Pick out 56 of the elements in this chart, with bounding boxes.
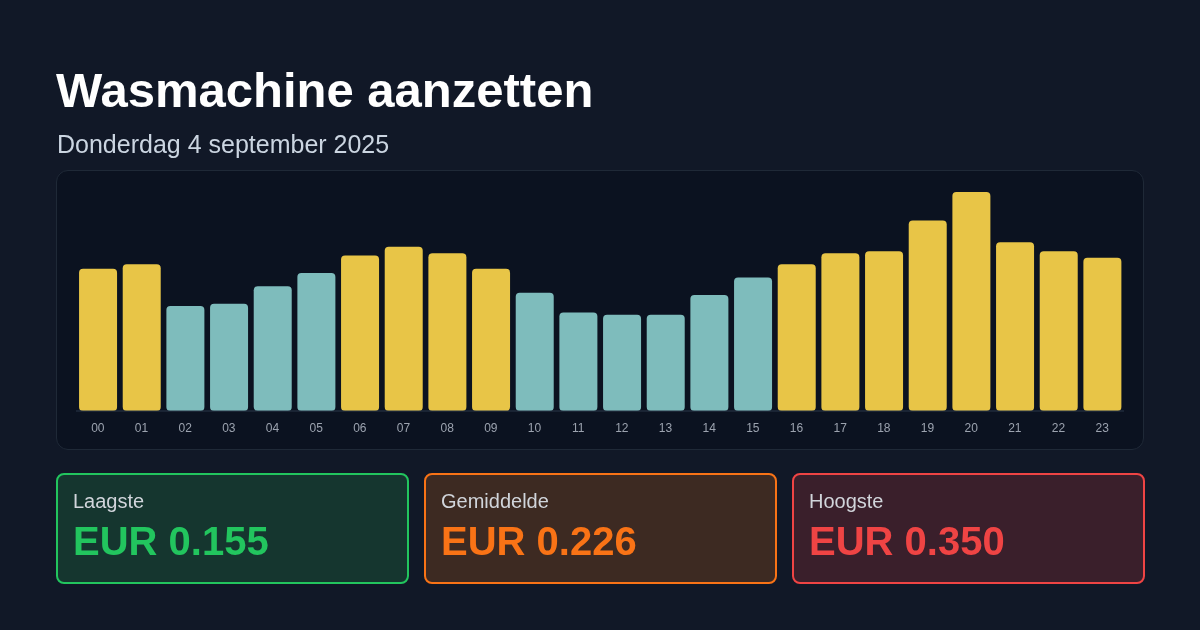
bar bbox=[690, 294, 729, 411]
text: EUR 0.350 bbox=[809, 519, 1005, 563]
x-tick-label: 05 bbox=[309, 420, 324, 435]
bar bbox=[559, 312, 598, 411]
bar bbox=[297, 273, 336, 411]
bar bbox=[646, 314, 685, 411]
x-tick-label: 22 bbox=[1051, 420, 1066, 435]
text: EUR 0.155 bbox=[73, 519, 269, 563]
text: EUR 0.226 bbox=[441, 519, 637, 563]
x-tick-label: 13 bbox=[658, 420, 673, 435]
x-tick-label: 09 bbox=[484, 420, 498, 435]
text: Gemiddelde bbox=[441, 490, 549, 512]
bar bbox=[472, 268, 511, 411]
x-tick-label: 17 bbox=[833, 420, 848, 435]
x-tick-label: 08 bbox=[440, 420, 455, 435]
x-tick-label: 03 bbox=[222, 420, 236, 435]
bar bbox=[210, 303, 249, 411]
bar bbox=[166, 305, 205, 411]
x-tick-label: 11 bbox=[571, 420, 585, 435]
x-tick-label: 04 bbox=[265, 420, 280, 435]
bar bbox=[253, 286, 292, 411]
text: Hoogste bbox=[809, 490, 884, 512]
bar bbox=[734, 277, 773, 411]
bar bbox=[1083, 257, 1122, 411]
bar bbox=[428, 253, 467, 411]
chart-title: Wasmachine aanzetten bbox=[56, 63, 594, 117]
bar bbox=[384, 246, 423, 411]
bar bbox=[603, 314, 642, 411]
x-tick-label: 19 bbox=[920, 420, 935, 435]
bar bbox=[122, 264, 161, 411]
x-tick-label: 01 bbox=[134, 420, 149, 435]
x-tick-label: 10 bbox=[527, 420, 542, 435]
x-tick-label: 23 bbox=[1095, 420, 1110, 435]
x-tick-label: 14 bbox=[702, 420, 717, 435]
x-tick-label: 12 bbox=[615, 420, 629, 435]
x-tick-label: 02 bbox=[178, 420, 193, 435]
bar bbox=[341, 255, 380, 411]
bar bbox=[515, 292, 554, 411]
bar bbox=[865, 251, 904, 411]
bar bbox=[777, 264, 816, 411]
bar bbox=[952, 192, 991, 411]
x-tick-label: 06 bbox=[353, 420, 367, 435]
x-tick-label: 07 bbox=[396, 420, 411, 435]
bar bbox=[908, 220, 947, 411]
text: Laagste bbox=[73, 490, 145, 512]
bar bbox=[1039, 251, 1078, 411]
x-tick-label: 20 bbox=[964, 420, 979, 435]
x-tick-label: 16 bbox=[789, 420, 804, 435]
x-tick-label: 21 bbox=[1008, 420, 1022, 435]
chart-subtitle: Donderdag 4 september 2025 bbox=[57, 130, 390, 158]
x-tick-label: 15 bbox=[746, 420, 760, 435]
bar bbox=[79, 268, 118, 411]
x-tick-label: 18 bbox=[877, 420, 891, 435]
x-tick-label: 00 bbox=[91, 420, 105, 435]
bar bbox=[821, 253, 860, 411]
bar bbox=[996, 242, 1035, 411]
